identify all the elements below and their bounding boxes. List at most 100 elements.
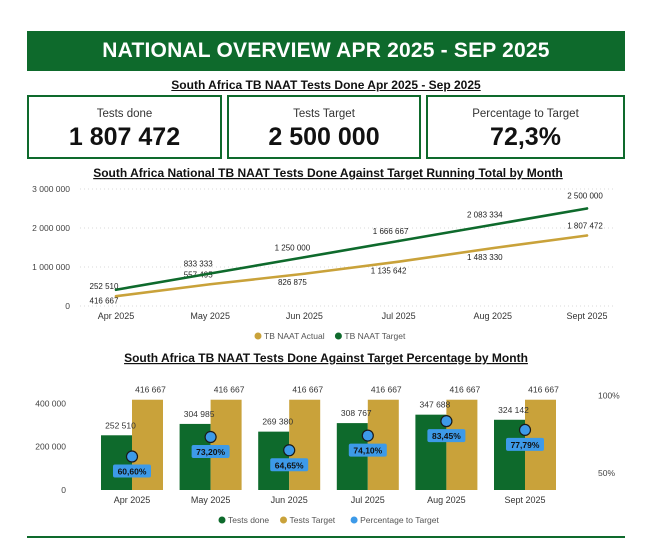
monthly-percentage-bar-chart: South Africa TB NAAT Tests Done Against … — [35, 351, 620, 525]
legend-label: TB NAAT Actual — [264, 331, 325, 341]
data-point — [491, 223, 494, 226]
bar-tests-done — [415, 414, 447, 490]
percentage-marker — [361, 429, 374, 442]
kpi-card-tests-done: Tests done 1 807 472 — [27, 95, 222, 159]
bar-tests-target — [210, 399, 242, 490]
page-banner: NATIONAL OVERVIEW APR 2025 - SEP 2025 — [27, 31, 625, 71]
running-total-line-chart: South Africa National TB NAAT Tests Done… — [32, 166, 615, 341]
data-label-tests-done: 269 380 — [262, 417, 293, 427]
data-label: 1 483 330 — [467, 253, 503, 262]
data-label: 416 667 — [90, 297, 119, 306]
percentage-label: 83,45% — [432, 431, 461, 441]
data-point — [209, 283, 212, 286]
x-tick-label: Jul 2025 — [351, 495, 385, 505]
percentage-label: 74,10% — [353, 446, 382, 456]
data-label-tests-target: 416 667 — [214, 385, 245, 395]
x-tick-label: Sept 2025 — [504, 495, 545, 505]
x-tick-label: Sept 2025 — [566, 311, 607, 321]
data-label-tests-done: 304 985 — [184, 409, 215, 419]
data-label: 1 666 667 — [373, 227, 409, 236]
data-label-tests-done: 324 142 — [498, 405, 529, 415]
percentage-label: 77,79% — [511, 440, 540, 450]
percentage-label-box — [427, 429, 466, 443]
y-tick-label: 1 000 000 — [32, 262, 70, 272]
percentage-label: 73,20% — [196, 447, 225, 457]
x-tick-label: Jun 2025 — [286, 311, 323, 321]
y-tick-label: 0 — [61, 485, 66, 495]
kpi-value: 1 807 472 — [68, 123, 181, 151]
bar-tests-target — [446, 399, 478, 490]
legend-label: Tests Target — [290, 515, 336, 525]
kpi-label: Percentage to Target — [472, 108, 579, 120]
data-label: 1 135 642 — [371, 267, 407, 276]
x-tick-label: Jun 2025 — [271, 495, 308, 505]
y-tick-label: 2 000 000 — [32, 223, 70, 233]
y2-tick-label: 100% — [598, 390, 620, 400]
kpi-value: 2 500 000 — [268, 123, 380, 151]
kpi-card-tests-target: Tests Target 2 500 000 — [227, 95, 421, 159]
chart-title: South Africa National TB NAAT Tests Done… — [93, 166, 563, 180]
data-label: 252 510 — [90, 282, 119, 291]
data-label-tests-done: 308 767 — [341, 408, 372, 418]
data-label: 1 250 000 — [275, 243, 311, 252]
x-tick-label: Apr 2025 — [114, 495, 151, 505]
x-tick-label: Aug 2025 — [427, 495, 466, 505]
x-tick-label: Apr 2025 — [98, 311, 135, 321]
series-line-tb-naat-actual — [114, 234, 589, 298]
percentage-marker — [204, 430, 217, 444]
legend-label: Tests done — [228, 515, 269, 525]
series-line-tb-naat-target — [114, 207, 589, 292]
x-tick-label: Jul 2025 — [382, 311, 416, 321]
percentage-label-box — [270, 458, 309, 472]
bottom-divider — [27, 536, 625, 538]
data-label: 2 083 334 — [467, 211, 503, 220]
x-tick-label: Aug 2025 — [474, 311, 513, 321]
data-point — [303, 272, 306, 275]
kpi-label: Tests Target — [293, 108, 355, 120]
data-label-tests-target: 416 667 — [528, 385, 559, 395]
data-label-tests-done: 347 688 — [420, 400, 451, 410]
data-point — [491, 246, 494, 250]
x-tick-label: May 2025 — [191, 495, 231, 505]
y2-tick-label: 50% — [598, 468, 615, 478]
data-label-tests-target: 416 667 — [292, 385, 323, 395]
bar-tests-target — [289, 399, 321, 490]
data-label: 826 875 — [278, 278, 307, 287]
data-point — [585, 207, 589, 210]
percentage-marker — [440, 415, 453, 428]
x-tick-label: May 2025 — [190, 311, 230, 321]
percentage-label-box — [506, 437, 544, 451]
y-tick-label: 400 000 — [35, 398, 66, 408]
y-tick-label: 3 000 000 — [32, 184, 70, 194]
data-label-tests-target: 416 667 — [450, 385, 481, 395]
data-point — [303, 256, 306, 259]
data-point — [209, 272, 212, 275]
legend-label: TB NAAT Target — [344, 331, 406, 341]
percentage-marker — [283, 444, 296, 457]
data-label-tests-target: 416 667 — [135, 385, 166, 395]
data-point — [114, 294, 118, 298]
legend-marker — [280, 516, 287, 524]
data-point — [397, 239, 400, 243]
percentage-label-box — [113, 464, 151, 478]
data-label: 833 333 — [184, 260, 213, 269]
percentage-marker — [125, 450, 139, 463]
data-label: 1 807 472 — [567, 222, 603, 231]
legend-label: Percentage to Target — [360, 515, 439, 525]
y-tick-label: 200 000 — [35, 442, 66, 452]
percentage-label-box — [191, 445, 230, 459]
data-label: 2 500 000 — [567, 192, 603, 201]
kpi-value: 72,3% — [490, 123, 561, 151]
percentage-marker — [518, 423, 532, 437]
bar-tests-done — [101, 435, 132, 490]
legend-marker — [218, 516, 226, 524]
data-point — [585, 234, 589, 237]
percentage-label-box — [348, 443, 387, 457]
data-label-tests-done: 252 510 — [105, 420, 136, 430]
percentage-label: 60,60% — [118, 467, 147, 477]
percentage-label: 64,65% — [275, 460, 304, 470]
y-tick-label: 0 — [65, 301, 70, 311]
legend-marker — [254, 332, 262, 340]
chart-title: South Africa TB NAAT Tests Done Against … — [124, 351, 528, 365]
data-point — [397, 260, 400, 263]
